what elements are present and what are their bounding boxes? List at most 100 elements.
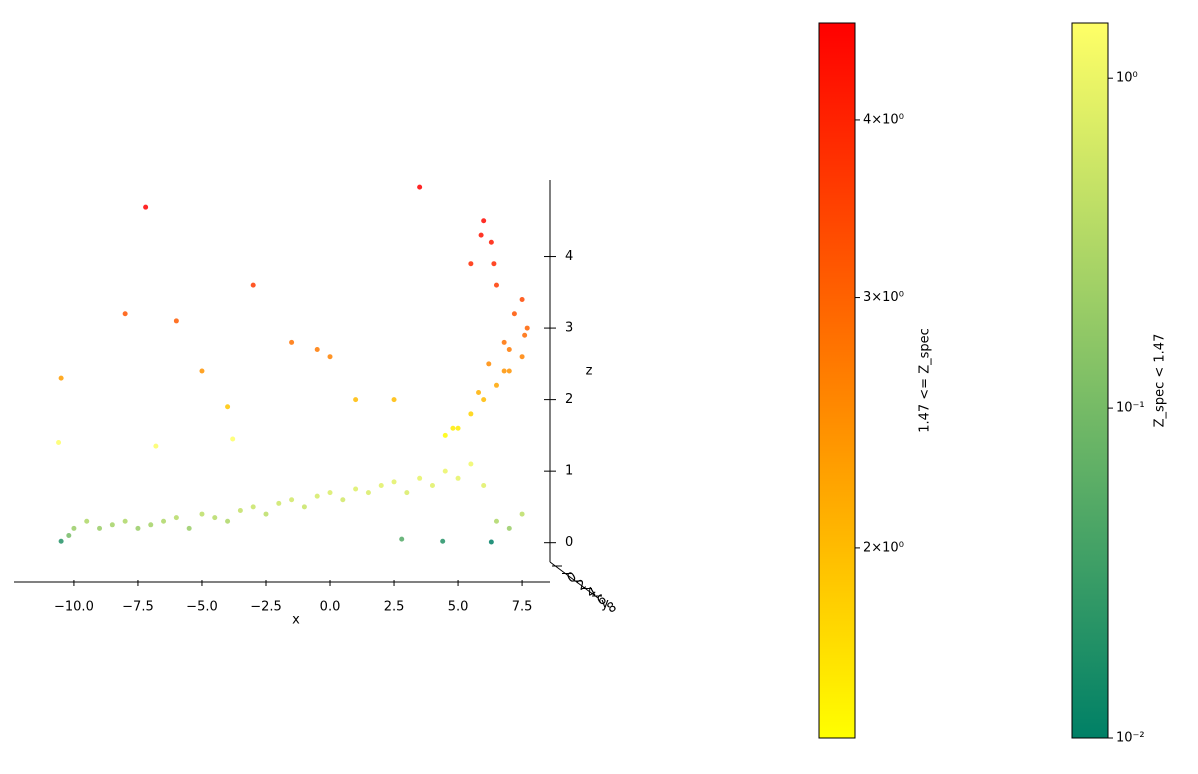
point	[56, 440, 62, 446]
point	[237, 507, 243, 513]
point	[450, 425, 456, 431]
point	[493, 382, 499, 388]
point	[314, 493, 320, 499]
point	[66, 533, 72, 539]
point	[417, 184, 423, 190]
point	[519, 354, 525, 360]
point	[476, 389, 482, 395]
point	[391, 479, 397, 485]
point	[186, 525, 192, 531]
point	[511, 311, 517, 317]
point	[506, 368, 512, 374]
point	[399, 536, 405, 542]
y-axis-label: y	[601, 597, 609, 612]
point	[122, 311, 128, 317]
point	[455, 475, 461, 481]
point	[519, 511, 525, 517]
point	[491, 261, 497, 267]
point	[519, 296, 525, 302]
z-tick-label: 1	[565, 464, 573, 479]
point	[340, 497, 346, 503]
z-tick-label: 2	[565, 392, 573, 407]
z-axis-label: z	[586, 364, 593, 379]
point	[501, 339, 507, 345]
z-tick-label: 3	[565, 321, 573, 336]
point	[429, 482, 435, 488]
y-axis-line	[549, 561, 599, 599]
point	[478, 232, 484, 238]
z-tick-label: 4	[565, 249, 573, 264]
point	[97, 525, 103, 531]
point	[289, 497, 295, 503]
point	[468, 461, 474, 467]
x-axis-label: x	[292, 613, 300, 628]
point	[58, 375, 64, 381]
y-tick-label: 8	[605, 599, 620, 616]
point	[148, 522, 154, 528]
point	[250, 282, 256, 288]
point	[135, 525, 141, 531]
point	[481, 397, 487, 403]
point	[442, 468, 448, 474]
point	[199, 511, 205, 517]
x-tick-label: 5.0	[448, 600, 469, 615]
point	[143, 204, 149, 210]
point	[199, 368, 205, 374]
colorbar	[818, 22, 856, 739]
point	[225, 404, 231, 410]
point	[289, 339, 295, 345]
point	[486, 361, 492, 367]
colorbar	[1071, 22, 1109, 739]
point	[314, 347, 320, 353]
point	[109, 522, 115, 528]
point	[488, 239, 494, 245]
point	[263, 511, 269, 517]
point	[327, 354, 333, 360]
colorbar-tick-label: 2×10⁰	[863, 540, 904, 555]
point	[173, 515, 179, 521]
point	[468, 261, 474, 267]
x-tick-label: −2.5	[250, 600, 282, 615]
point	[153, 443, 159, 449]
point	[481, 218, 487, 224]
z-tick-label: 0	[565, 535, 573, 550]
point	[353, 486, 359, 492]
point	[488, 539, 494, 545]
point	[481, 482, 487, 488]
point	[404, 490, 410, 496]
colorbar-tick-label: 10⁰	[1116, 71, 1138, 86]
x-tick-label: 7.5	[512, 600, 533, 615]
point	[327, 490, 333, 496]
x-tick-label: −7.5	[122, 600, 154, 615]
point	[71, 525, 77, 531]
point	[522, 332, 528, 338]
point	[230, 436, 236, 442]
point	[442, 432, 448, 438]
point	[378, 482, 384, 488]
point	[173, 318, 179, 324]
point	[122, 518, 128, 524]
point	[417, 475, 423, 481]
point	[493, 518, 499, 524]
colorbar-tick-label: 4×10⁰	[863, 112, 904, 127]
colorbar-tick-label: 10⁻¹	[1116, 401, 1145, 416]
point	[493, 282, 499, 288]
point	[524, 325, 530, 331]
point	[225, 518, 231, 524]
x-tick-label: −5.0	[186, 600, 218, 615]
point	[250, 504, 256, 510]
x-tick-label: 2.5	[384, 600, 405, 615]
point	[440, 538, 446, 544]
colorbar-label: Z_spec < 1.47	[1153, 334, 1168, 428]
point	[276, 500, 282, 506]
point	[84, 518, 90, 524]
point	[391, 397, 397, 403]
x-tick-label: 0.0	[320, 600, 341, 615]
colorbar-tick-label: 3×10⁰	[863, 290, 904, 305]
point	[58, 538, 64, 544]
point	[301, 504, 307, 510]
x-tick-label: −10.0	[54, 600, 94, 615]
point	[501, 368, 507, 374]
